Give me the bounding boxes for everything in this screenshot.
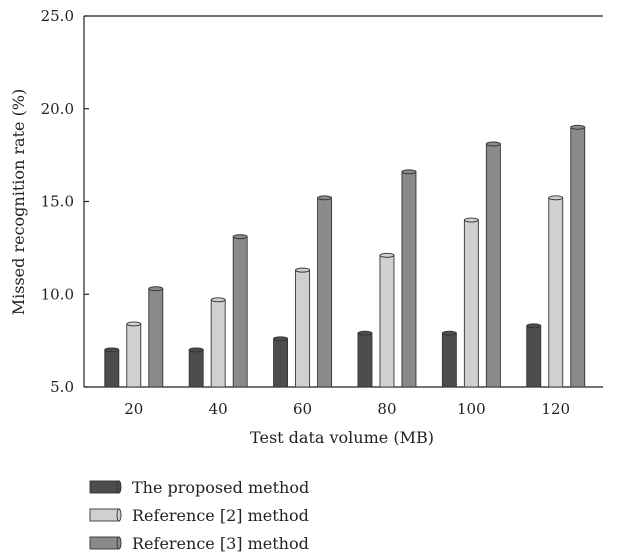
x-tick-label: 60 (293, 400, 312, 418)
plot-area (83, 15, 603, 388)
legend-item: Reference [3] method (89, 534, 309, 553)
legend-swatch-cap (116, 480, 122, 494)
legend-label: The proposed method (132, 478, 309, 497)
bar-cap (379, 252, 395, 258)
legend-swatch (89, 508, 120, 522)
bar-cap (485, 141, 501, 147)
bar (463, 217, 479, 388)
bar (148, 286, 164, 388)
x-axis-ticks: 20 40 60 80 100 120 (124, 400, 570, 418)
bar-cap (548, 195, 564, 201)
bar-body (273, 338, 289, 388)
bar (126, 321, 142, 388)
bar (401, 169, 417, 388)
legend-item: The proposed method (89, 478, 309, 497)
bar (295, 267, 311, 388)
bar-cap (210, 297, 226, 303)
bar-cap (273, 336, 289, 342)
y-tick-label: 10.0 (41, 285, 74, 303)
bar (526, 323, 542, 388)
bar-cap (357, 330, 373, 336)
bar-body (317, 197, 333, 388)
bar-cap (401, 169, 417, 175)
y-axis-ticks: 5.0 10.0 15.0 20.0 25.0 (41, 7, 89, 396)
legend-swatch (89, 480, 120, 494)
bar-cap (104, 347, 120, 353)
legend: The proposed method Reference [2] method R… (89, 478, 309, 553)
legend-label: Reference [3] method (132, 534, 309, 553)
bar-cap (317, 195, 333, 201)
x-tick-label: 40 (209, 400, 228, 418)
legend-swatch-cap (116, 536, 122, 550)
bar-body (441, 332, 457, 388)
x-tick-label: 100 (457, 400, 486, 418)
bar-body (148, 288, 164, 388)
y-tick-label: 25.0 (41, 7, 74, 25)
bar-body (463, 219, 479, 388)
bar (357, 330, 373, 388)
bar (379, 252, 395, 388)
bar-body (188, 349, 204, 388)
legend-swatch (89, 536, 120, 550)
bar-body (357, 332, 373, 388)
bar (570, 124, 586, 388)
legend-swatch-cap (116, 508, 122, 522)
bar (273, 336, 289, 388)
bar-body (104, 349, 120, 388)
bar-body (548, 197, 564, 388)
bar-body (232, 236, 248, 388)
bar-body (526, 325, 542, 388)
x-tick-label: 20 (124, 400, 143, 418)
y-tick-label: 15.0 (41, 193, 74, 211)
bar-cap (295, 267, 311, 273)
bar (210, 297, 226, 388)
bar (548, 195, 564, 388)
bar (188, 347, 204, 388)
x-tick-label: 120 (541, 400, 570, 418)
bar-body (570, 126, 586, 388)
bar-body (126, 323, 142, 388)
x-tick-label: 80 (377, 400, 396, 418)
bar-body (295, 269, 311, 388)
bar (485, 141, 501, 388)
legend-label: Reference [2] method (132, 506, 309, 525)
bar-cap (570, 124, 586, 130)
bar-body (401, 171, 417, 388)
y-tick-label: 20.0 (41, 100, 74, 118)
bar (232, 234, 248, 388)
x-axis-title: Test data volume (MB) (250, 428, 434, 447)
bar (104, 347, 120, 388)
bar-cap (126, 321, 142, 327)
bar-cap (148, 286, 164, 292)
bar-cap (463, 217, 479, 223)
bar-body (379, 254, 395, 388)
y-tick-label: 5.0 (50, 378, 74, 396)
bar (317, 195, 333, 388)
bar-body (210, 299, 226, 388)
y-axis-title: Missed recognition rate (%) (9, 89, 28, 316)
bar (441, 330, 457, 388)
bar-cap (441, 330, 457, 336)
bar-cap (232, 234, 248, 240)
bar-cap (526, 323, 542, 329)
bar-cap (188, 347, 204, 353)
bar-body (485, 143, 501, 388)
legend-item: Reference [2] method (89, 506, 309, 525)
